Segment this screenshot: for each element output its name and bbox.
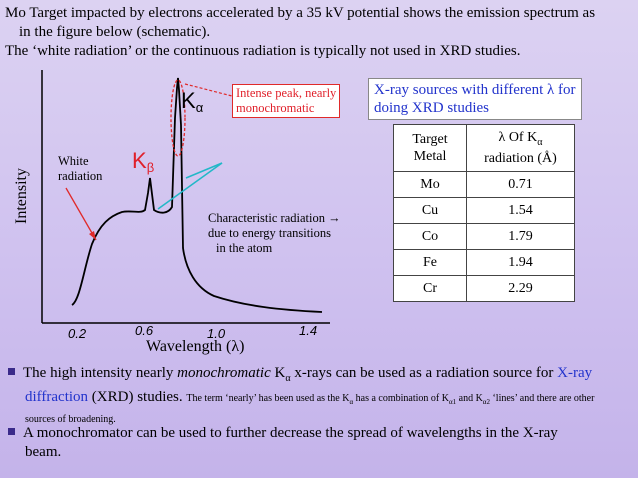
characteristic-note: Characteristic radiation → due to energy… — [208, 211, 341, 255]
x-tick-1.0: 1.0 — [207, 326, 226, 341]
x-tick-0.2: 0.2 — [68, 326, 87, 341]
kbeta-label: Kβ — [132, 148, 155, 175]
table-row: Co 1.79 — [393, 223, 575, 250]
wavelength-table: Target Metal λ Of Kα radiation (Å) Mo 0.71… — [393, 124, 575, 302]
x-axis-label: Wavelength (λ) — [146, 338, 245, 355]
kalpha-label: Kα — [181, 88, 204, 115]
table-header-row: Target Metal λ Of Kα radiation (Å) — [393, 124, 575, 172]
peak-note: Intense peak, nearly monochromatic — [232, 84, 341, 118]
table-row: Fe 1.94 — [393, 249, 575, 276]
y-axis-label: Intensity — [13, 168, 30, 224]
bullet-marker — [8, 368, 15, 375]
spectrum-curve — [71, 77, 323, 313]
char-pointer-kbeta — [157, 162, 223, 210]
table-row: Cu 1.54 — [393, 197, 575, 224]
intro-line-1: Mo Target impacted by electrons accelera… — [5, 5, 596, 21]
bullet-marker — [8, 428, 15, 435]
bullet-2: A monochromator can be used to further d… — [8, 424, 634, 462]
kalpha-highlight — [170, 79, 186, 157]
intro-line-3: The ‘white radiation’ or the continuous … — [5, 43, 521, 59]
char-pointer-kalpha — [185, 162, 223, 179]
x-tick-0.6: 0.6 — [135, 323, 154, 338]
intro-text: Mo Target impacted by electrons accelera… — [5, 4, 633, 61]
header-target-metal: Target Metal — [393, 124, 467, 172]
header-wavelength: λ Of Kα radiation (Å) — [466, 124, 575, 172]
table-row: Cr 2.29 — [393, 275, 575, 302]
table-row: Mo 0.71 — [393, 171, 575, 198]
intro-line-2: in the figure below (schematic). — [19, 24, 211, 40]
x-tick-1.4: 1.4 — [299, 323, 318, 338]
bullet-1: The high intensity nearly monochromatic … — [8, 364, 634, 427]
kalpha-note-connector — [184, 83, 233, 97]
white-radiation-label: White radiation — [58, 154, 103, 183]
white-radiation-pointer — [65, 187, 97, 241]
xray-sources-box: X-ray sources with different λ for doing… — [368, 78, 582, 120]
